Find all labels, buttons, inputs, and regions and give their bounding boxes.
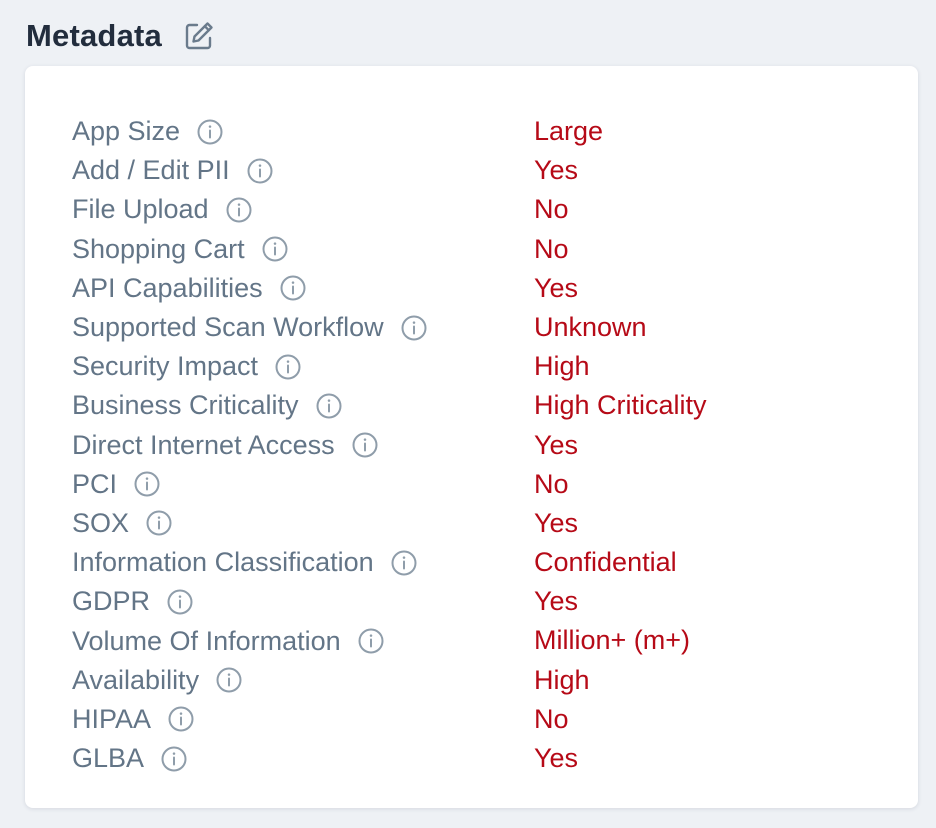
- metadata-row: Information Classification Confidential: [72, 543, 872, 582]
- metadata-label-group: HIPAA: [72, 700, 195, 739]
- metadata-row: App Size Large: [72, 112, 872, 151]
- metadata-label-group: Availability: [72, 661, 243, 700]
- metadata-label-group: Supported Scan Workflow: [72, 308, 428, 347]
- metadata-row: GDPR Yes: [72, 582, 872, 621]
- info-icon[interactable]: [351, 431, 379, 459]
- metadata-row: API Capabilities Yes: [72, 269, 872, 308]
- metadata-row: GLBA Yes: [72, 739, 872, 778]
- metadata-label: Information Classification: [72, 547, 374, 578]
- info-icon[interactable]: [315, 392, 343, 420]
- metadata-header: Metadata: [26, 14, 216, 58]
- metadata-value: Yes: [534, 155, 579, 186]
- metadata-row: Add / Edit PII Yes: [72, 151, 872, 190]
- info-icon[interactable]: [133, 470, 161, 498]
- metadata-label-group: App Size: [72, 112, 224, 151]
- metadata-value: Yes: [534, 586, 579, 617]
- metadata-value: Yes: [534, 507, 579, 538]
- metadata-label: Supported Scan Workflow: [72, 312, 384, 343]
- info-icon[interactable]: [167, 705, 195, 733]
- metadata-label: API Capabilities: [72, 272, 263, 303]
- metadata-row: Security Impact High: [72, 347, 872, 386]
- metadata-label: GLBA: [72, 743, 145, 774]
- metadata-label: Security Impact: [72, 351, 259, 382]
- metadata-row: Direct Internet Access Yes: [72, 426, 872, 465]
- info-icon[interactable]: [357, 627, 385, 655]
- metadata-label: Availability: [72, 664, 200, 695]
- metadata-label: Volume Of Information: [72, 625, 341, 656]
- metadata-value: Yes: [534, 272, 579, 303]
- info-icon[interactable]: [400, 314, 428, 342]
- metadata-value: No: [534, 703, 569, 734]
- metadata-label-group: API Capabilities: [72, 269, 307, 308]
- metadata-label-group: Add / Edit PII: [72, 151, 274, 190]
- metadata-card: App Size Large Add / Edit PII Yes: [25, 66, 918, 808]
- metadata-row: File Upload No: [72, 190, 872, 229]
- metadata-label: Shopping Cart: [72, 233, 245, 264]
- metadata-list: App Size Large Add / Edit PII Yes: [72, 112, 872, 778]
- metadata-value: No: [534, 233, 569, 264]
- metadata-value: No: [534, 194, 569, 225]
- edit-icon[interactable]: [182, 19, 216, 53]
- metadata-label-group: Shopping Cart: [72, 230, 289, 269]
- metadata-row: Shopping Cart No: [72, 230, 872, 269]
- info-icon[interactable]: [145, 509, 173, 537]
- metadata-label: GDPR: [72, 586, 151, 617]
- metadata-label-group: PCI: [72, 465, 161, 504]
- info-icon[interactable]: [196, 118, 224, 146]
- info-icon[interactable]: [215, 666, 243, 694]
- info-icon[interactable]: [166, 588, 194, 616]
- metadata-label-group: File Upload: [72, 190, 253, 229]
- metadata-label: Business Criticality: [72, 390, 299, 421]
- metadata-label-group: Security Impact: [72, 347, 302, 386]
- page-title: Metadata: [26, 18, 162, 53]
- info-icon[interactable]: [274, 353, 302, 381]
- metadata-row: Business Criticality High Criticality: [72, 386, 872, 425]
- metadata-row: SOX Yes: [72, 504, 872, 543]
- metadata-value: High Criticality: [534, 390, 707, 421]
- metadata-row: Availability High: [72, 661, 872, 700]
- metadata-label: PCI: [72, 468, 118, 499]
- metadata-value: Large: [534, 116, 604, 146]
- metadata-value: Million+ (m+): [534, 625, 691, 656]
- metadata-row: Supported Scan Workflow Unknown: [72, 308, 872, 347]
- metadata-label-group: Business Criticality: [72, 386, 343, 425]
- metadata-label: HIPAA: [72, 703, 152, 734]
- metadata-label-group: Direct Internet Access: [72, 426, 379, 465]
- info-icon[interactable]: [279, 274, 307, 302]
- metadata-label: Direct Internet Access: [72, 429, 335, 460]
- metadata-label-group: Volume Of Information: [72, 621, 385, 660]
- metadata-value: High: [534, 664, 590, 695]
- metadata-row: PCI No: [72, 465, 872, 504]
- metadata-label-group: Information Classification: [72, 543, 418, 582]
- metadata-value: Yes: [534, 429, 579, 460]
- metadata-label: App Size: [72, 116, 181, 147]
- metadata-value: No: [534, 468, 569, 499]
- info-icon[interactable]: [160, 745, 188, 773]
- info-icon[interactable]: [225, 196, 253, 224]
- metadata-value: Confidential: [534, 547, 677, 578]
- metadata-label-group: SOX: [72, 504, 173, 543]
- metadata-label: SOX: [72, 507, 130, 538]
- metadata-label-group: GLBA: [72, 739, 188, 778]
- metadata-value: Unknown: [534, 311, 647, 342]
- metadata-value: Yes: [534, 743, 579, 773]
- metadata-value: High: [534, 351, 590, 382]
- metadata-row: Volume Of Information Million+ (m+): [72, 621, 872, 660]
- metadata-label-group: GDPR: [72, 582, 194, 621]
- metadata-label: Add / Edit PII: [72, 155, 230, 186]
- info-icon[interactable]: [261, 235, 289, 263]
- metadata-row: HIPAA No: [72, 700, 872, 739]
- info-icon[interactable]: [390, 549, 418, 577]
- metadata-label: File Upload: [72, 194, 209, 225]
- info-icon[interactable]: [246, 157, 274, 185]
